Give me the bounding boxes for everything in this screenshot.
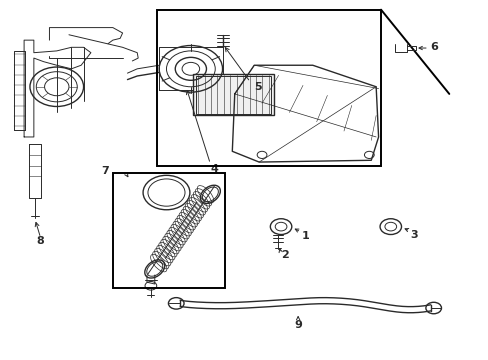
Text: 5: 5	[254, 82, 262, 92]
Text: 1: 1	[302, 231, 309, 240]
Bar	[193, 74, 273, 116]
Bar	[195, 76, 271, 114]
Text: 2: 2	[281, 250, 288, 260]
Text: 4: 4	[210, 164, 218, 174]
Text: 9: 9	[294, 320, 302, 330]
Text: 3: 3	[409, 230, 417, 239]
Bar	[157, 10, 380, 166]
Bar	[113, 173, 224, 288]
Text: 8: 8	[37, 236, 44, 246]
Text: 6: 6	[429, 42, 437, 52]
Text: 7: 7	[102, 166, 109, 176]
